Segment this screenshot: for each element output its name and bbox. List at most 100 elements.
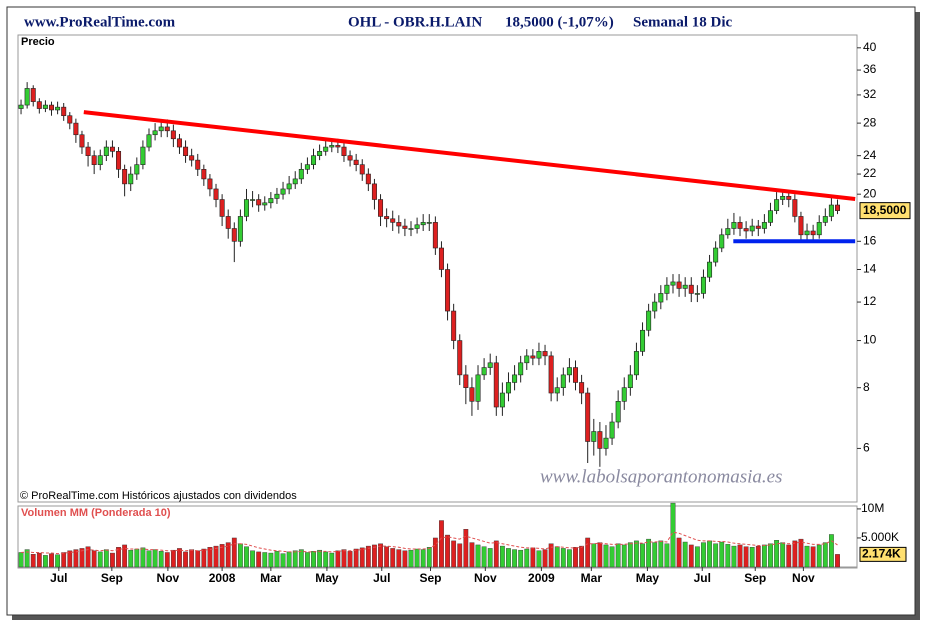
volume-title: Volumen MM (Ponderada 10) bbox=[21, 507, 171, 519]
candle-body bbox=[323, 146, 329, 152]
volume-bar bbox=[219, 544, 225, 568]
candle-body bbox=[79, 134, 85, 148]
volume-bar bbox=[207, 547, 213, 568]
candle-body bbox=[694, 293, 700, 295]
x-tick-label: May bbox=[315, 571, 339, 585]
candle-body bbox=[792, 199, 798, 217]
volume-bar bbox=[713, 543, 719, 568]
volume-bar bbox=[408, 549, 414, 568]
volume-bar bbox=[152, 549, 158, 568]
panel-label: Precio bbox=[21, 36, 55, 48]
trend-line bbox=[83, 110, 856, 201]
x-tick-label: Sep bbox=[744, 571, 766, 585]
volume-bar bbox=[634, 540, 639, 568]
volume-bar bbox=[560, 548, 566, 568]
candle-body bbox=[164, 126, 170, 132]
volume-bar bbox=[18, 552, 24, 568]
y-tick-label: 12 bbox=[863, 294, 877, 308]
candle-body bbox=[378, 199, 384, 217]
candle-body bbox=[274, 193, 280, 199]
candle-body bbox=[55, 106, 61, 111]
candle-body bbox=[36, 101, 42, 109]
candle-body bbox=[835, 204, 841, 211]
volume-bar bbox=[256, 551, 262, 568]
candle-body bbox=[579, 382, 585, 394]
candle-body bbox=[493, 362, 499, 408]
candle-body bbox=[292, 178, 298, 185]
volume-bar bbox=[323, 551, 329, 568]
candle-body bbox=[810, 230, 816, 236]
volume-bar bbox=[804, 545, 810, 568]
note: © ProRealTime.com Históricos ajustados c… bbox=[20, 490, 297, 502]
chart-title: OHL - OBR.H.LAIN bbox=[348, 14, 482, 30]
candle-body bbox=[158, 126, 164, 132]
candle-body bbox=[597, 431, 603, 449]
candle-body bbox=[542, 351, 548, 357]
x-tick-label: Jul bbox=[694, 571, 711, 585]
volume-bar bbox=[829, 534, 834, 568]
candle-body bbox=[560, 374, 566, 388]
volume-bar bbox=[305, 552, 310, 568]
volume-bar bbox=[158, 551, 164, 568]
candle-body bbox=[822, 216, 828, 223]
volume-bar bbox=[822, 542, 828, 568]
volume-bar bbox=[652, 542, 658, 568]
candle-body bbox=[243, 199, 249, 217]
candle-body bbox=[42, 104, 48, 109]
candle-body bbox=[359, 164, 365, 175]
volume-bar bbox=[542, 549, 548, 568]
candle-body bbox=[420, 222, 426, 226]
volume-bar bbox=[481, 546, 487, 568]
candle-body bbox=[780, 196, 786, 200]
candle-body bbox=[176, 138, 182, 148]
candle-body bbox=[591, 431, 597, 442]
candle-body bbox=[73, 122, 79, 136]
volume-bar bbox=[280, 553, 286, 568]
volume-bar bbox=[749, 547, 755, 568]
volume-bar bbox=[341, 549, 347, 568]
volume-bar bbox=[591, 543, 597, 568]
candle-body bbox=[286, 183, 292, 190]
volume-bar bbox=[585, 537, 591, 568]
volume-bar bbox=[79, 548, 85, 568]
candle-body bbox=[658, 293, 664, 303]
candle-body bbox=[347, 155, 353, 161]
volume-bar bbox=[627, 542, 633, 568]
volume-bar bbox=[835, 554, 840, 568]
volume-bar bbox=[499, 545, 505, 568]
candle-body bbox=[134, 164, 140, 175]
volume-bar bbox=[420, 549, 426, 568]
volume-bar bbox=[621, 544, 627, 568]
candle-body bbox=[237, 216, 243, 242]
volume-bar bbox=[567, 549, 572, 568]
candle-body bbox=[707, 261, 713, 278]
candle-body bbox=[18, 104, 24, 109]
volume-bar bbox=[506, 548, 511, 568]
x-tick-label: Nov bbox=[157, 571, 180, 585]
candle-body bbox=[573, 367, 579, 383]
volume-bar bbox=[189, 549, 195, 568]
volume-bar bbox=[231, 537, 237, 568]
last-price-label: 18,5000 bbox=[863, 203, 907, 217]
candle-body bbox=[170, 130, 176, 140]
candle-body bbox=[512, 374, 518, 383]
volume-bar bbox=[426, 547, 432, 568]
candle-body bbox=[445, 269, 451, 312]
volume-bar bbox=[548, 543, 554, 568]
volume-bar bbox=[658, 540, 664, 568]
y-tick-label: 10 bbox=[863, 333, 877, 347]
volume-bar bbox=[201, 548, 207, 568]
volume-bar bbox=[615, 543, 621, 568]
volume-bar bbox=[85, 546, 91, 568]
volume-bar bbox=[55, 554, 61, 568]
candle-body bbox=[640, 329, 646, 352]
candle-body bbox=[219, 199, 225, 217]
candle-body bbox=[128, 173, 134, 185]
candle-body bbox=[652, 301, 658, 312]
candle-body bbox=[499, 392, 505, 408]
volume-bar bbox=[122, 544, 128, 568]
volume-bar bbox=[487, 548, 493, 568]
candle-body bbox=[201, 169, 207, 180]
volume-bar bbox=[43, 555, 48, 568]
x-tick-label: Sep bbox=[419, 571, 441, 585]
